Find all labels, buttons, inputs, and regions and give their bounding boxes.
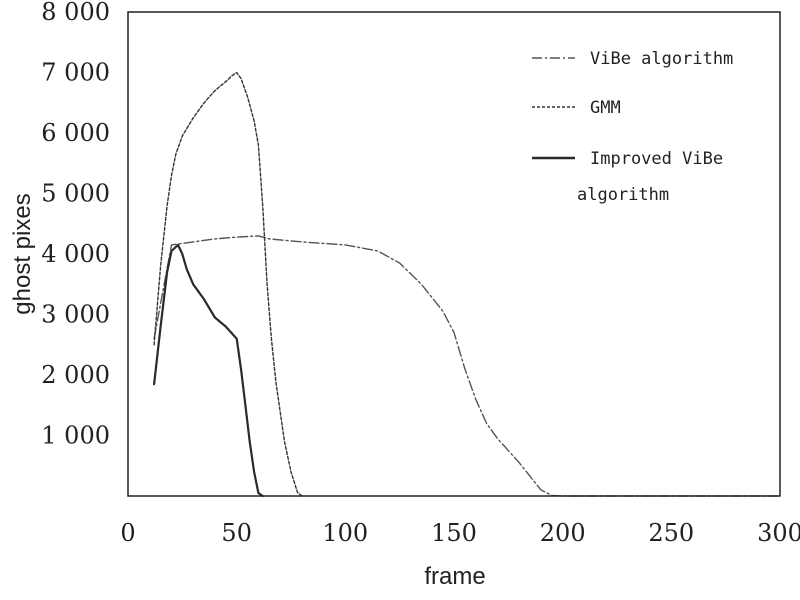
series-line-vibe-algorithm (153, 235, 781, 497)
series-line-improved-vibe-algorithm (153, 243, 264, 498)
y-tick-label: 3 000 (41, 301, 110, 329)
y-tick-label: 4 000 (41, 240, 110, 268)
y-tick-label: 2 000 (41, 361, 110, 389)
legend-label-gmm: GMM (590, 98, 621, 118)
x-tick-label: 200 (540, 519, 586, 547)
legend-label-vibe: ViBe algorithm (590, 49, 733, 69)
y-tick-label: 8 000 (41, 0, 110, 26)
plot-area (127, 11, 781, 497)
y-tick-label: 1 000 (41, 422, 110, 450)
legend-label-improved-vibe: Improved ViBe algorithm (577, 149, 723, 205)
legend: ViBe algorithm GMM Improved ViBe algorith… (532, 49, 733, 205)
x-tick-label: 300 (757, 519, 800, 547)
x-tick-label: 0 (120, 519, 135, 547)
series-line-gmm (153, 71, 303, 497)
x-tick-label: 100 (322, 519, 368, 547)
x-tick-label: 150 (431, 519, 477, 547)
tick-layer: 0 50 100 150 200 250 300 1 000 2 000 3 000 4 000 5 … (41, 0, 800, 547)
y-tick-label: 5 000 (41, 180, 110, 208)
x-tick-label: 250 (648, 519, 694, 547)
y-tick-label: 7 000 (41, 59, 110, 87)
series-layer (153, 71, 781, 498)
y-axis-title: ghost pixes (9, 193, 36, 314)
x-axis-title: frame (424, 563, 485, 590)
x-tick-label: 50 (221, 519, 252, 547)
y-tick-label: 6 000 (41, 119, 110, 147)
